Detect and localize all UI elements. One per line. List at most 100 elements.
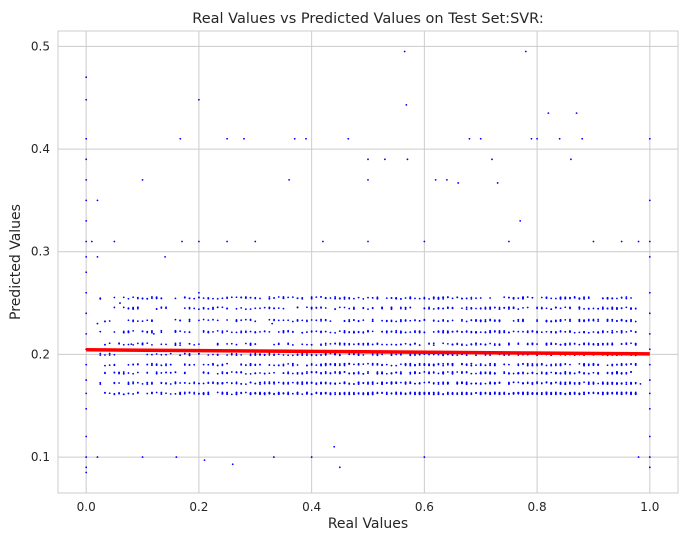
data-point	[479, 320, 482, 323]
data-point	[240, 363, 243, 366]
data-point	[324, 297, 327, 300]
data-point	[282, 364, 285, 367]
data-point	[315, 354, 318, 357]
data-point	[122, 393, 125, 396]
data-point	[165, 364, 167, 367]
data-point	[273, 354, 275, 357]
data-point	[418, 364, 421, 367]
data-point	[405, 104, 408, 106]
data-point	[301, 319, 304, 322]
data-point	[212, 297, 214, 300]
data-point	[183, 363, 186, 366]
data-point	[493, 344, 496, 347]
data-point	[526, 391, 529, 394]
data-point	[634, 381, 637, 384]
data-point	[249, 372, 252, 375]
data-point	[630, 393, 632, 396]
data-point	[141, 178, 144, 181]
y-tick-label: 0.1	[31, 450, 50, 464]
data-point	[578, 382, 581, 384]
data-point	[127, 372, 130, 374]
data-point	[320, 354, 322, 356]
data-point	[296, 371, 299, 374]
data-point	[305, 137, 307, 140]
data-point	[155, 371, 158, 374]
data-point	[428, 372, 430, 375]
data-point	[404, 363, 407, 366]
data-point	[85, 240, 88, 243]
data-point	[554, 320, 557, 322]
data-point	[334, 296, 337, 298]
data-point	[249, 362, 252, 365]
data-point	[611, 381, 614, 384]
data-point	[399, 306, 402, 309]
data-point	[569, 342, 571, 345]
data-point	[338, 342, 341, 345]
data-point	[611, 343, 614, 346]
data-point	[414, 382, 416, 385]
data-point	[578, 392, 581, 395]
data-point	[616, 391, 618, 394]
data-point	[616, 306, 618, 309]
data-point	[616, 371, 618, 374]
y-tick-label: 0.3	[31, 245, 50, 259]
data-point	[620, 307, 623, 309]
data-point	[136, 363, 139, 366]
data-point	[442, 364, 445, 367]
data-point	[479, 307, 482, 310]
data-point	[324, 318, 327, 321]
data-point	[634, 307, 637, 310]
data-point	[367, 362, 369, 365]
data-point	[385, 363, 388, 366]
data-point	[526, 331, 529, 334]
data-point	[99, 354, 102, 357]
data-point	[597, 320, 600, 323]
data-point	[334, 382, 337, 385]
data-point	[235, 371, 238, 373]
data-point	[550, 308, 553, 310]
data-point	[362, 363, 365, 365]
data-point	[503, 330, 506, 333]
data-point	[85, 199, 88, 202]
data-point	[291, 354, 294, 357]
data-point	[221, 330, 224, 332]
data-point	[475, 307, 477, 310]
data-point	[249, 354, 252, 357]
data-point	[174, 371, 177, 374]
data-point	[390, 307, 393, 309]
data-point	[531, 330, 534, 333]
data-point	[315, 319, 318, 322]
data-point	[531, 382, 534, 384]
data-point	[592, 364, 595, 367]
data-point	[306, 364, 308, 367]
data-point	[540, 363, 543, 366]
data-point	[517, 342, 520, 345]
data-point	[437, 391, 440, 394]
data-point	[376, 362, 379, 365]
data-point	[616, 319, 618, 322]
data-point	[207, 371, 210, 374]
data-point	[85, 392, 88, 395]
data-point	[554, 297, 557, 300]
data-point	[85, 178, 88, 181]
data-point	[296, 306, 299, 309]
data-point	[442, 362, 445, 365]
data-point	[293, 137, 296, 140]
data-point	[592, 240, 595, 243]
data-point	[418, 372, 421, 374]
data-point	[132, 381, 135, 384]
data-point	[531, 371, 534, 374]
data-point	[536, 137, 538, 140]
data-point	[446, 307, 449, 309]
data-point	[432, 382, 435, 385]
data-point	[181, 240, 183, 243]
data-point	[188, 342, 191, 345]
data-point	[193, 392, 196, 395]
data-point	[310, 343, 313, 346]
data-point	[230, 342, 233, 345]
data-point	[291, 344, 294, 346]
data-point	[198, 98, 200, 101]
data-point	[259, 381, 261, 384]
data-point	[296, 364, 299, 366]
data-point	[451, 363, 454, 365]
